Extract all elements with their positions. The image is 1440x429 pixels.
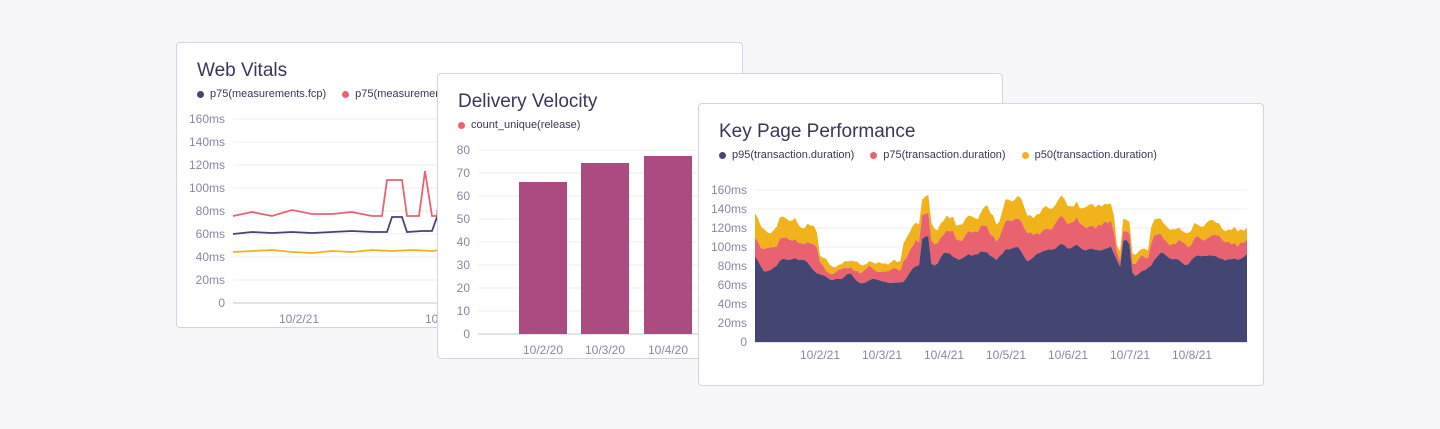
- svg-text:30: 30: [457, 258, 471, 272]
- svg-text:10/7/21: 10/7/21: [1110, 348, 1150, 362]
- svg-text:60ms: 60ms: [196, 227, 225, 241]
- svg-text:100ms: 100ms: [189, 181, 225, 195]
- svg-text:10/2/21: 10/2/21: [279, 312, 319, 326]
- svg-text:120ms: 120ms: [189, 158, 225, 172]
- svg-text:80: 80: [457, 143, 471, 157]
- svg-text:10/3/21: 10/3/21: [862, 348, 902, 362]
- svg-text:80ms: 80ms: [196, 204, 225, 218]
- svg-text:70: 70: [457, 166, 471, 180]
- svg-text:100ms: 100ms: [711, 240, 747, 254]
- svg-text:20: 20: [457, 281, 471, 295]
- svg-text:140ms: 140ms: [711, 202, 747, 216]
- svg-text:160ms: 160ms: [711, 183, 747, 197]
- svg-text:0: 0: [218, 296, 225, 310]
- svg-text:10/2/20: 10/2/20: [523, 343, 563, 357]
- svg-text:10/5/21: 10/5/21: [986, 348, 1026, 362]
- svg-text:60: 60: [457, 189, 471, 203]
- svg-text:10/8/21: 10/8/21: [1172, 348, 1212, 362]
- svg-text:20ms: 20ms: [718, 316, 747, 330]
- svg-text:40ms: 40ms: [718, 297, 747, 311]
- svg-text:40: 40: [457, 235, 471, 249]
- svg-text:0: 0: [740, 335, 747, 349]
- svg-text:20ms: 20ms: [196, 273, 225, 287]
- svg-text:10/3/20: 10/3/20: [585, 343, 625, 357]
- svg-text:80ms: 80ms: [718, 259, 747, 273]
- svg-text:10/4/20: 10/4/20: [648, 343, 688, 357]
- svg-text:50: 50: [457, 212, 471, 226]
- svg-text:10/2/21: 10/2/21: [800, 348, 840, 362]
- svg-text:140ms: 140ms: [189, 135, 225, 149]
- svg-text:60ms: 60ms: [718, 278, 747, 292]
- svg-text:160ms: 160ms: [189, 112, 225, 126]
- svg-text:40ms: 40ms: [196, 250, 225, 264]
- svg-text:10: 10: [457, 304, 471, 318]
- svg-text:10/4/21: 10/4/21: [924, 348, 964, 362]
- svg-text:10/6/21: 10/6/21: [1048, 348, 1088, 362]
- svg-text:0: 0: [463, 327, 470, 341]
- svg-text:120ms: 120ms: [711, 221, 747, 235]
